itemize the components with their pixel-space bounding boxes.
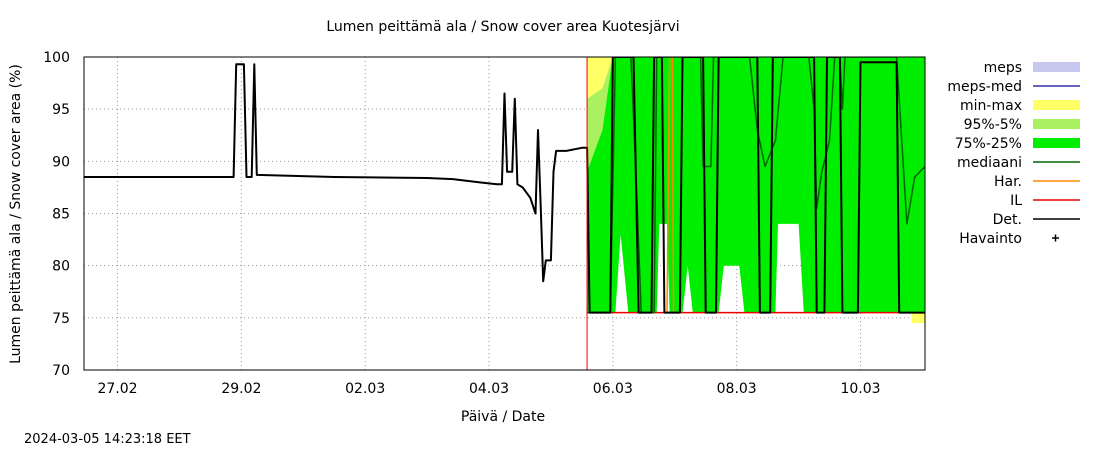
y-tick-label: 85 [52,207,70,223]
y-axis-ticks: 70 75 80 85 90 95 100 [43,50,70,379]
legend-label: mediaani [957,155,1022,171]
legend-label: Har. [994,174,1022,190]
x-tick-label: 29.02 [221,381,261,397]
x-axis-ticks: 27.02 29.02 02.03 04.03 06.03 08.03 10.03 [97,381,880,397]
series-har [666,57,675,313]
legend-label: meps [984,60,1022,76]
legend-label: min-max [960,98,1022,114]
x-tick-label: 10.03 [840,381,880,397]
y-tick-label: 80 [52,259,70,275]
y-tick-label: 100 [43,50,70,66]
series-det [84,57,925,314]
legend-marker [1052,234,1059,242]
legend: meps meps-med min-max 95%-5% 75%-25% mediaani… [947,60,1080,247]
x-axis-label: Päivä / Date [461,409,545,425]
y-tick-label: 90 [52,154,70,170]
chart-title: Lumen peittämä ala / Snow cover area Kuo… [326,19,679,35]
x-tick-label: 08.03 [717,381,757,397]
y-tick-label: 75 [52,311,70,327]
legend-label: Det. [993,212,1022,228]
legend-swatch [1033,100,1080,110]
legend-label: Havainto [959,231,1022,247]
y-tick-label: 95 [52,102,70,118]
series-lines [84,57,925,370]
plot-frame [83,56,926,371]
y-axis-label: Lumen peittämä ala / Snow cover area (%) [8,64,24,364]
legend-label: IL [1010,193,1022,209]
legend-swatch [1033,62,1080,72]
legend-label: 95%-5% [964,117,1022,133]
legend-swatch [1033,138,1080,148]
x-tick-label: 04.03 [469,381,509,397]
x-tick-label: 02.03 [345,381,385,397]
x-tick-label: 27.02 [97,381,137,397]
legend-swatch [1033,119,1080,129]
legend-label: meps-med [947,79,1022,95]
x-tick-label: 06.03 [593,381,633,397]
y-tick-label: 70 [52,363,70,379]
timestamp: 2024-03-05 14:23:18 EET [24,432,191,447]
legend-label: 75%-25% [955,136,1022,152]
